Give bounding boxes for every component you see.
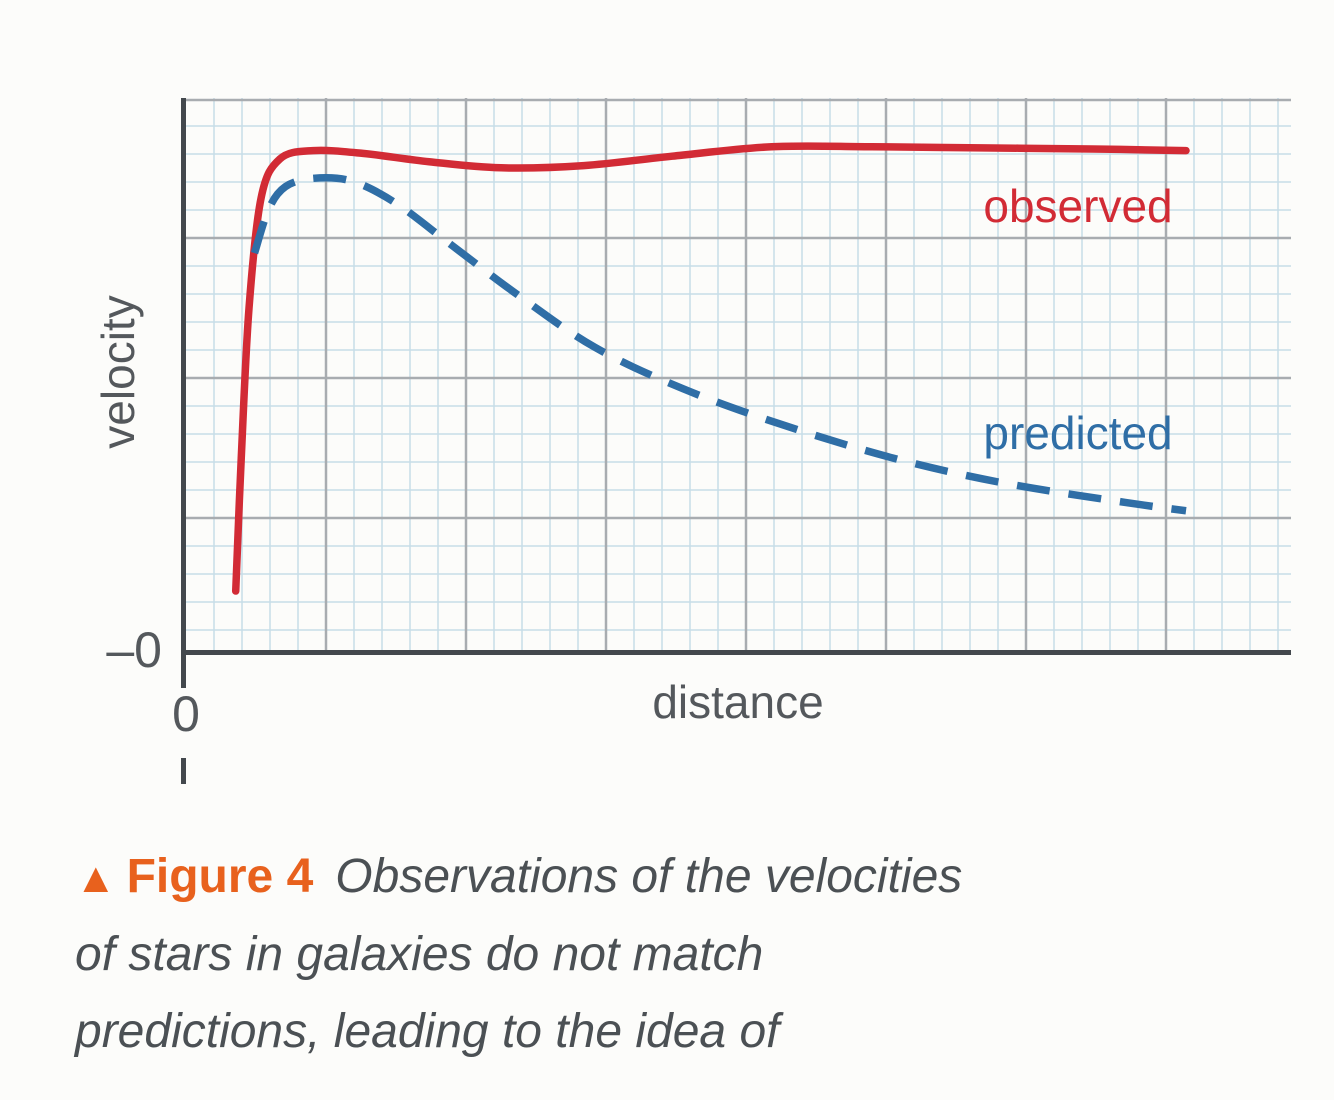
y-axis-label: velocity: [92, 295, 144, 449]
x-axis-tick-zero: 0: [172, 686, 200, 742]
x-axis-label: distance: [652, 676, 824, 728]
rotation-curve-chart: [186, 98, 1291, 652]
predicted-series-label: predicted: [983, 407, 1173, 459]
figure-caption: ▲ Figure 4 Observations of the velocities …: [75, 838, 975, 1070]
figure-triangle-icon: ▲: [75, 854, 117, 901]
figure-caption-text: Observations of the velocities of stars …: [75, 850, 963, 1058]
observed-series-label: observed: [983, 180, 1173, 232]
y-axis-line: [181, 98, 186, 688]
observed-curve: [231, 142, 1190, 595]
origin-tick-dash: [181, 758, 186, 784]
x-axis-line: [181, 650, 1291, 655]
y-axis-tick-zero: –0: [106, 622, 162, 678]
figure-label: Figure 4: [126, 850, 314, 903]
predicted-curve: [250, 173, 1187, 515]
plot-area: [186, 98, 1291, 652]
